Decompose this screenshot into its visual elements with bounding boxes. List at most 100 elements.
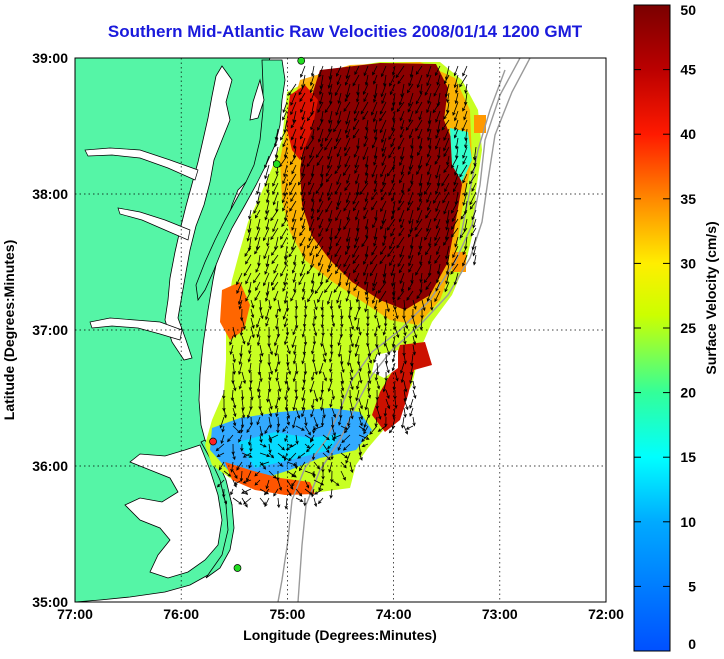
velocity-arrow — [424, 227, 432, 241]
velocity-arrow — [425, 155, 432, 167]
velocity-arrow — [393, 390, 397, 400]
colorbar-tick-label: 15 — [680, 449, 696, 465]
velocity-arrow — [283, 317, 288, 328]
velocity-arrow — [348, 389, 352, 400]
velocity-arrow — [299, 227, 306, 237]
velocity-arrow — [311, 371, 315, 381]
velocity-arrow — [309, 92, 315, 103]
velocity-arrow — [291, 164, 297, 175]
velocity-arrow — [384, 371, 388, 382]
velocity-arrow — [288, 245, 297, 258]
velocity-arrow — [288, 83, 297, 96]
velocity-arrow — [415, 227, 423, 238]
velocity-arrow — [223, 497, 228, 505]
velocity-arrow — [364, 74, 369, 86]
velocity-arrow — [371, 290, 378, 305]
velocity-arrow — [334, 182, 342, 195]
velocity-arrow — [332, 434, 342, 439]
velocity-arrow — [230, 389, 235, 402]
velocity-arrow — [364, 128, 369, 140]
velocity-arrow — [397, 290, 405, 301]
velocity-arrow — [426, 119, 432, 133]
velocity-arrow — [317, 119, 324, 131]
velocity-arrow — [385, 344, 391, 356]
velocity-arrow — [313, 308, 317, 320]
velocity-arrow — [248, 209, 252, 220]
velocity-arrow — [314, 236, 324, 250]
velocity-arrow — [372, 110, 378, 123]
velocity-arrow — [247, 218, 252, 234]
velocity-arrow — [266, 389, 270, 403]
velocity-arrow — [391, 191, 396, 202]
velocity-arrow — [380, 200, 387, 213]
velocity-arrow — [425, 245, 432, 256]
velocity-arrow — [408, 110, 414, 123]
velocity-arrow — [280, 128, 288, 141]
velocity-arrow — [265, 290, 270, 302]
velocity-arrow — [381, 155, 387, 167]
velocity-arrow — [280, 236, 288, 249]
velocity-arrow — [358, 326, 362, 336]
velocity-arrow — [318, 65, 324, 78]
velocity-arrow — [406, 290, 414, 301]
velocity-arrow — [416, 164, 423, 176]
velocity-arrow — [445, 218, 450, 231]
velocity-arrow — [264, 425, 270, 435]
velocity-arrow — [335, 236, 342, 247]
velocity-arrow — [292, 326, 297, 336]
velocity-arrow — [373, 236, 378, 247]
x-tick-label: 77:00 — [57, 606, 93, 622]
velocity-arrow — [245, 254, 252, 265]
velocity-arrow — [315, 146, 324, 159]
velocity-arrow — [372, 218, 378, 229]
velocity-arrow — [276, 497, 281, 509]
velocity-arrow — [230, 488, 234, 496]
velocity-arrow — [282, 200, 288, 212]
velocity-arrow — [349, 380, 354, 391]
velocity-arrow — [222, 488, 226, 498]
velocity-arrow — [399, 155, 405, 167]
velocity-arrow — [250, 308, 255, 319]
velocity-arrow — [301, 290, 306, 301]
velocity-arrow — [255, 263, 261, 273]
velocity-arrow — [309, 83, 315, 94]
velocity-arrow — [349, 362, 354, 374]
velocity-arrow — [304, 479, 310, 489]
velocity-arrow — [453, 110, 459, 122]
velocity-arrow — [397, 200, 405, 211]
velocity-arrow — [310, 272, 315, 285]
velocity-arrow — [408, 74, 414, 87]
velocity-arrow — [275, 407, 279, 418]
velocity-arrow — [304, 416, 308, 427]
velocity-arrow — [376, 407, 382, 420]
velocity-arrow — [392, 380, 396, 391]
velocity-arrow — [410, 272, 414, 284]
radar-station-site-hatteras — [209, 437, 217, 446]
velocity-arrow — [313, 497, 318, 508]
velocity-arrow — [340, 380, 345, 392]
velocity-arrow — [346, 128, 351, 139]
velocity-arrow — [265, 308, 270, 321]
velocity-arrow — [328, 110, 333, 124]
velocity-arrow — [434, 236, 441, 247]
velocity-arrow — [408, 245, 414, 260]
velocity-arrow — [272, 173, 279, 187]
velocity-arrow — [451, 218, 459, 230]
velocity-arrow — [446, 155, 450, 166]
velocity-arrow — [392, 110, 396, 122]
velocity-arrow — [291, 218, 297, 231]
velocity-arrow — [254, 479, 261, 486]
velocity-arrow — [303, 362, 308, 375]
velocity-arrow — [238, 380, 243, 390]
velocity-arrow — [340, 371, 345, 385]
velocity-arrow — [334, 245, 342, 258]
velocity-arrow — [426, 164, 432, 176]
velocity-arrow — [435, 164, 441, 179]
velocity-arrow — [276, 416, 281, 428]
velocity-arrow — [463, 182, 468, 197]
velocity-arrow — [248, 380, 253, 391]
velocity-arrow — [216, 479, 225, 488]
velocity-arrow — [265, 317, 270, 327]
velocity-arrow — [472, 218, 477, 229]
velocity-arrow — [322, 452, 331, 461]
